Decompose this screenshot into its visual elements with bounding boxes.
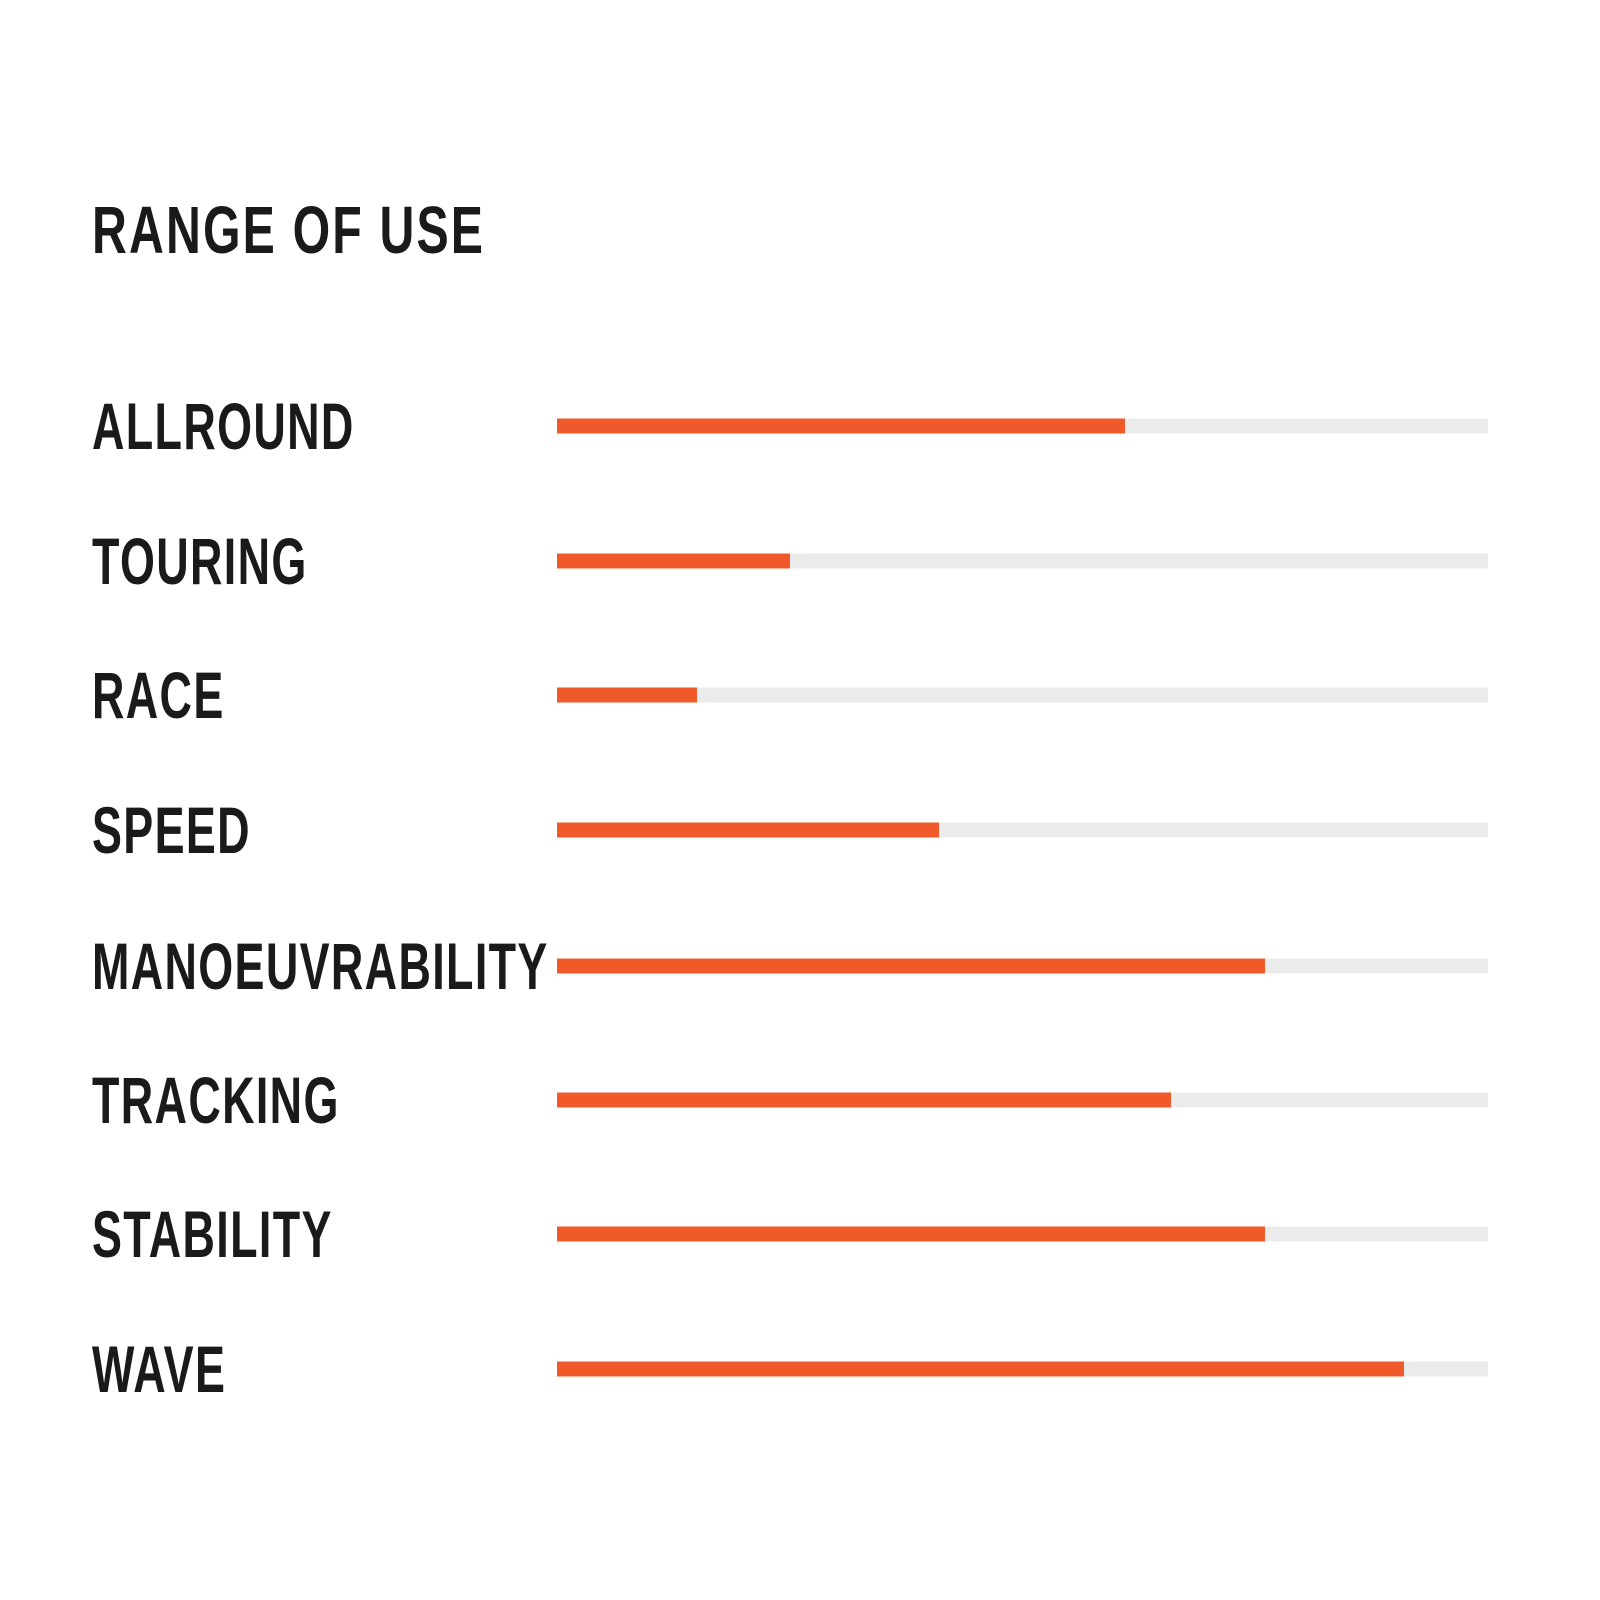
chart-title: RANGE OF USE: [92, 193, 486, 268]
bar-fill: [557, 822, 939, 838]
chart-row-touring: TOURING: [0, 526, 1600, 596]
category-label: WAVE: [92, 1332, 227, 1406]
bar-track: [557, 553, 1488, 569]
bar-fill: [557, 958, 1265, 974]
bar-fill: [557, 1361, 1405, 1377]
chart-row-manoeuvrability: MANOEUVRABILITY: [0, 931, 1600, 1001]
chart-row-tracking: TRACKING: [0, 1065, 1600, 1135]
category-label: TOURING: [92, 524, 308, 598]
bar-track: [557, 1226, 1488, 1242]
bar-track: [557, 418, 1488, 434]
category-label: RACE: [92, 658, 225, 732]
bar-track: [557, 958, 1488, 974]
chart-row-stability: STABILITY: [0, 1199, 1600, 1269]
bar-track: [557, 822, 1488, 838]
bar-track: [557, 1361, 1488, 1377]
bar-fill: [557, 553, 790, 569]
category-label: STABILITY: [92, 1197, 333, 1271]
chart-row-allround: ALLROUND: [0, 391, 1600, 461]
category-label: ALLROUND: [92, 389, 355, 463]
bar-fill: [557, 687, 697, 703]
bar-track: [557, 687, 1488, 703]
bar-fill: [557, 1226, 1265, 1242]
chart-row-wave: WAVE: [0, 1334, 1600, 1404]
chart-row-speed: SPEED: [0, 795, 1600, 865]
category-label: TRACKING: [92, 1063, 340, 1137]
category-label: SPEED: [92, 793, 251, 867]
bar-fill: [557, 1092, 1172, 1108]
bar-track: [557, 1092, 1488, 1108]
chart-row-race: RACE: [0, 660, 1600, 730]
bar-fill: [557, 418, 1125, 434]
category-label: MANOEUVRABILITY: [92, 929, 549, 1003]
